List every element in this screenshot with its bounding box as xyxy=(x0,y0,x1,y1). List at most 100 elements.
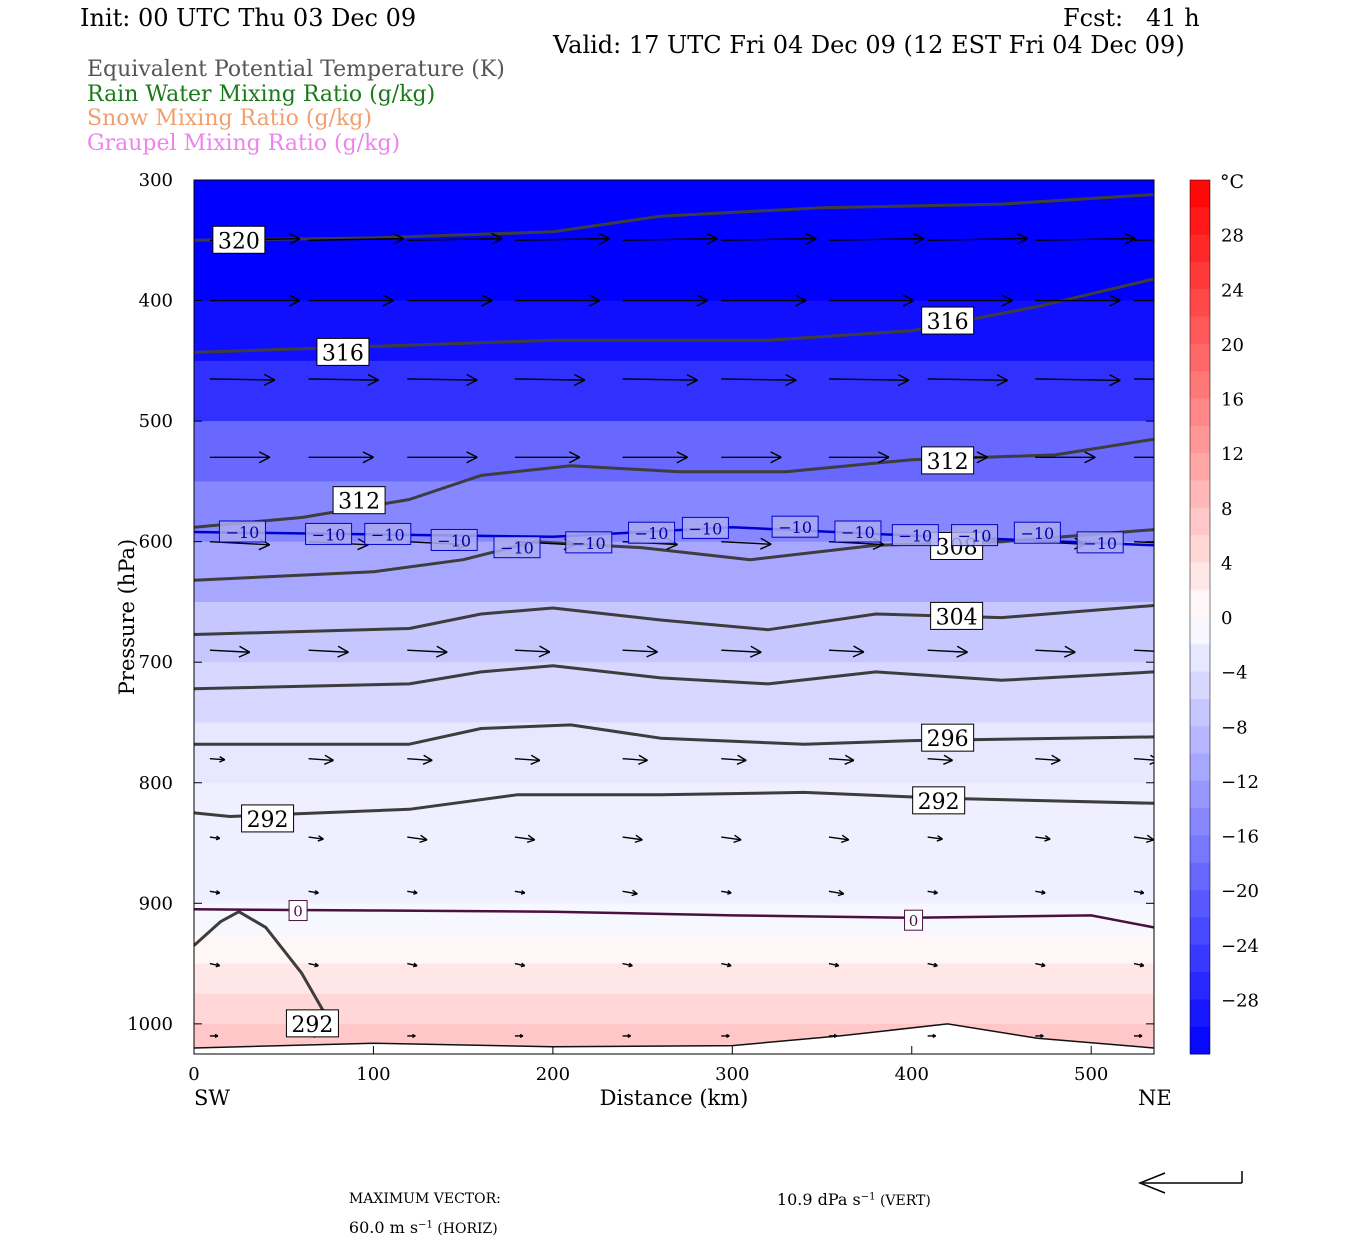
wind-arrow xyxy=(209,1033,219,1038)
wind-arrow xyxy=(209,756,226,763)
wind-arrow-head xyxy=(936,838,943,842)
wind-arrow xyxy=(514,834,536,844)
wind-arrow-head xyxy=(318,835,324,840)
wind-arrow-head xyxy=(362,451,374,458)
wind-arrow-shaft xyxy=(514,378,585,381)
wind-arrow-head xyxy=(956,651,968,658)
wind-arrow-head xyxy=(1150,754,1154,759)
wind-arrow-shaft xyxy=(622,962,633,967)
x-tick-label: 0 xyxy=(188,1064,199,1085)
wind-arrow-head xyxy=(727,962,732,967)
wind-arrow-head xyxy=(1041,962,1046,967)
wind-arrow-head xyxy=(214,1033,219,1037)
wind-arrow xyxy=(209,294,301,307)
colorbar-tick-label: 12 xyxy=(1221,444,1244,465)
wind-arrow-head xyxy=(573,373,586,381)
colorbar-band xyxy=(1190,289,1210,318)
wind-arrow xyxy=(1035,890,1046,895)
wind-arrow xyxy=(1035,294,1121,307)
wind-arrow-shaft xyxy=(1035,237,1136,241)
wind-arrow-head xyxy=(481,299,493,307)
wind-arrow-head xyxy=(841,834,850,841)
colorbar-band xyxy=(1190,316,1210,345)
wind-arrow-head xyxy=(258,456,271,464)
colorbar-tick-label: 20 xyxy=(1221,335,1244,356)
colorbar-tick-label: −12 xyxy=(1221,772,1259,793)
wind-arrow-head xyxy=(568,451,581,458)
wind-arrow-head xyxy=(1138,1033,1143,1037)
wind-arrow-head xyxy=(795,299,807,307)
colorbar-tick-label: 16 xyxy=(1221,390,1244,411)
wind-arrow xyxy=(407,294,493,307)
wind-arrow xyxy=(1035,1033,1044,1038)
wind-arrow-head xyxy=(588,294,601,302)
wind-arrow-head xyxy=(898,374,910,381)
isotherm-label-box xyxy=(891,524,939,547)
colorbar-band xyxy=(1190,507,1210,536)
contour-label-box xyxy=(921,306,975,335)
wind-arrow-head xyxy=(1109,374,1121,382)
wind-arrow-shaft xyxy=(721,540,772,545)
wind-arrow xyxy=(308,890,319,895)
wind-arrow-head xyxy=(1001,294,1013,302)
wind-arrow-head xyxy=(413,890,418,894)
isotherm-label-zero: 0 xyxy=(909,912,919,930)
wind-arrow-shaft xyxy=(407,757,433,762)
wind-arrow-shaft xyxy=(514,237,610,241)
colorbar-band xyxy=(1190,972,1210,1000)
wind-arrow-head xyxy=(634,839,643,844)
wind-arrow-head xyxy=(527,834,536,841)
wind-arrow-shaft xyxy=(1035,649,1076,653)
wind-arrow-head xyxy=(646,645,658,653)
wind-arrow xyxy=(1035,962,1046,968)
wind-arrow xyxy=(927,835,943,842)
forecast-hour: Fcst: 41 h xyxy=(1063,4,1200,32)
wind-arrow-head xyxy=(1140,890,1145,894)
y-tick-label: 400 xyxy=(139,291,173,312)
wind-arrow xyxy=(209,962,221,968)
colorbar-band xyxy=(1190,999,1210,1028)
wind-arrow-shaft xyxy=(514,962,525,967)
wind-arrow xyxy=(514,1033,524,1038)
wind-arrow-head xyxy=(216,962,221,967)
wind-arrow-head xyxy=(367,379,379,387)
wind-arrow-shaft xyxy=(828,378,909,382)
footer-vert-vector: 10.9 dPa s−1 (VERT) xyxy=(768,1178,931,1209)
colorbar-band xyxy=(1190,371,1210,399)
wind-arrow-shaft xyxy=(622,649,658,653)
wind-arrow xyxy=(407,645,448,658)
wind-arrow-head xyxy=(676,451,688,458)
wind-arrow-head xyxy=(1146,839,1154,844)
wind-arrow xyxy=(514,373,586,387)
wind-arrow-shaft xyxy=(407,237,503,241)
wind-arrow xyxy=(209,645,251,658)
wind-arrow-head xyxy=(696,299,708,307)
temperature-band xyxy=(194,662,1154,724)
wind-arrow-head xyxy=(1084,456,1096,464)
wind-arrow-head xyxy=(646,651,658,658)
wind-arrow xyxy=(927,645,968,658)
wind-arrow-head xyxy=(872,543,885,551)
isotherm-label-minus10: −10 xyxy=(841,523,875,542)
wind-arrow-head xyxy=(491,237,503,245)
colorbar-band xyxy=(1190,698,1210,727)
contour-label-box xyxy=(332,486,386,515)
contour-label-box xyxy=(921,723,975,752)
valid-time: Valid: 17 UTC Fri 04 Dec 09 (12 EST Fri … xyxy=(553,31,1185,59)
isotherm-label-minus10: −10 xyxy=(1083,534,1117,553)
wind-arrow-shaft xyxy=(1133,890,1144,894)
contour-label-box xyxy=(921,446,975,475)
wind-arrow-head xyxy=(933,962,938,967)
contour-label-304: 304 xyxy=(936,605,978,630)
wind-arrow xyxy=(308,232,404,245)
wind-arrow-shaft xyxy=(622,836,643,841)
wind-arrow xyxy=(514,890,526,895)
x-axis-title: Distance (km) xyxy=(600,1086,749,1110)
wind-arrow-head xyxy=(627,1033,631,1037)
wind-arrow-head xyxy=(466,451,478,458)
contour-label-296: 296 xyxy=(927,727,969,752)
wind-arrow xyxy=(308,645,349,658)
wind-arrow xyxy=(1133,378,1154,380)
isotherm-label-box xyxy=(218,520,266,543)
